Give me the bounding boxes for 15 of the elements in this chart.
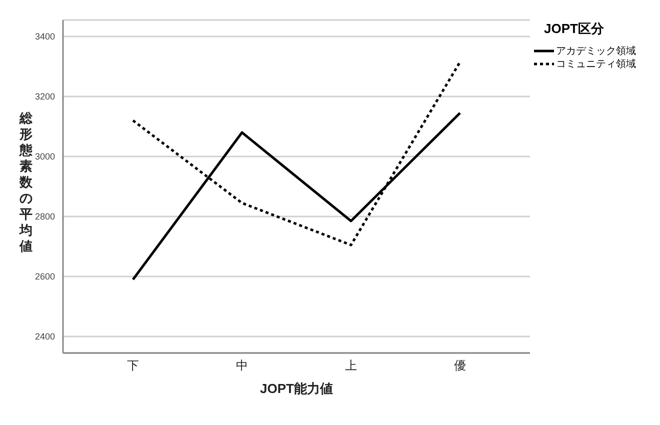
y-tick-label: 2600 bbox=[34, 272, 55, 282]
x-axis-title: JOPT能力値 bbox=[260, 381, 333, 396]
y-tick-label: 3000 bbox=[34, 152, 55, 162]
x-tick-label: 下 bbox=[127, 358, 139, 373]
text: 総形態素数の平均値 bbox=[20, 110, 32, 254]
legend-label: コミュニティ領域 bbox=[556, 58, 636, 70]
y-tick-label: 2400 bbox=[34, 332, 55, 342]
x-tick-label: 優 bbox=[454, 358, 466, 373]
y-tick-label: 3200 bbox=[34, 92, 55, 102]
x-tick-label: 中 bbox=[236, 358, 248, 373]
x-tick-label: 上 bbox=[345, 358, 357, 373]
y-tick-label: 2800 bbox=[34, 212, 55, 222]
y-tick-label: 3400 bbox=[34, 32, 55, 42]
legend-label: アカデミック領域 bbox=[556, 44, 636, 58]
legend-title: JOPT区分 bbox=[544, 20, 605, 38]
